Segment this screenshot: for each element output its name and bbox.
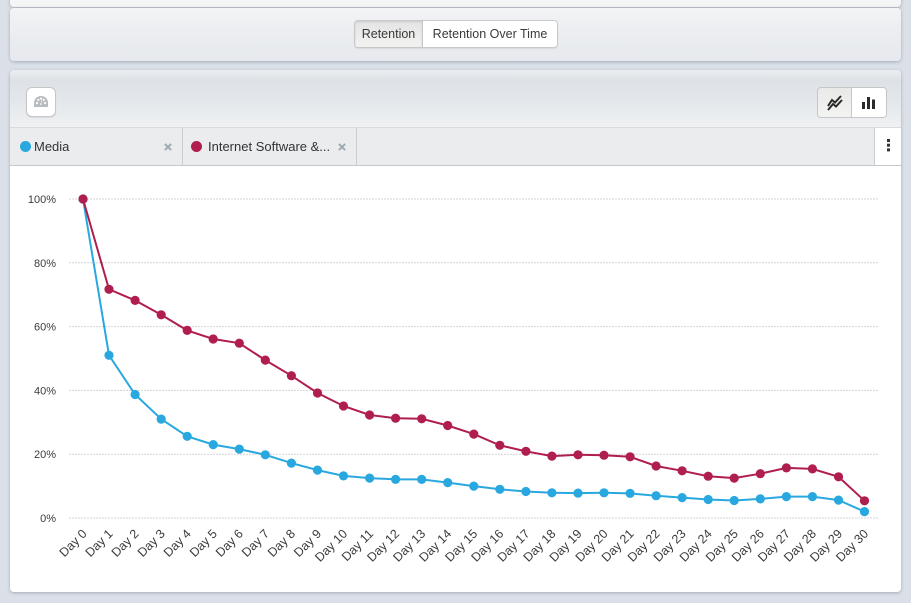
svg-text:Day 5: Day 5 [187, 527, 220, 560]
svg-text:Day 0: Day 0 [57, 527, 90, 560]
svg-text:0%: 0% [40, 513, 56, 525]
svg-text:Day 4: Day 4 [161, 527, 194, 560]
svg-text:Day 7: Day 7 [239, 527, 272, 560]
svg-text:Day 1: Day 1 [83, 527, 116, 560]
svg-text:60%: 60% [34, 322, 56, 334]
svg-text:20%: 20% [34, 449, 56, 461]
svg-text:Day 8: Day 8 [265, 527, 298, 560]
svg-text:Day 3: Day 3 [135, 527, 168, 560]
svg-text:Day 2: Day 2 [109, 527, 142, 560]
svg-text:100%: 100% [28, 194, 56, 206]
svg-text:80%: 80% [34, 258, 56, 270]
svg-text:Day 6: Day 6 [213, 527, 246, 560]
svg-text:40%: 40% [34, 385, 56, 397]
